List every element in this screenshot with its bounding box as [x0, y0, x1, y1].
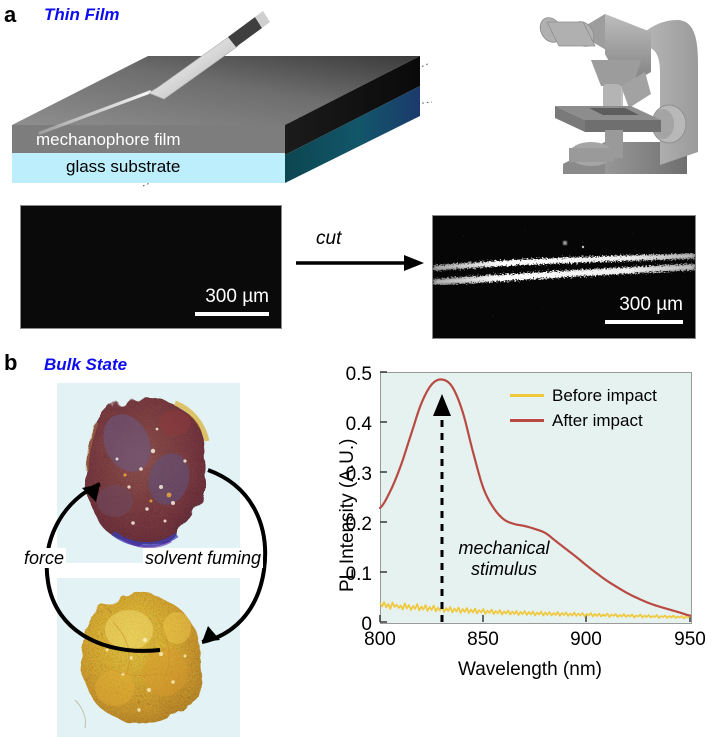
series-after-impact-line: [378, 378, 692, 617]
x-axis-title: Wavelength (nm): [458, 659, 602, 680]
bulk-photo-after-fuming: [57, 578, 240, 737]
micrograph-before-cut-content: [21, 206, 281, 328]
micrograph-after-cut-content: [433, 216, 695, 338]
scale-bar-line: [605, 320, 683, 324]
cycle-label-force: force: [22, 548, 67, 568]
substrate-layer: [12, 153, 285, 183]
legend-swatch-before-impact: [510, 394, 544, 397]
y-axis-ticks: [380, 371, 387, 623]
cycle-label-solvent-fuming: solvent fuming: [143, 548, 264, 568]
microscope-icon: [539, 14, 698, 174]
x-tick-label-2: 900: [570, 629, 602, 650]
scalpel-blade-icon: [148, 11, 270, 100]
thin-film-schematic-svg: [12, 11, 433, 187]
y-tick-label-0: 0: [361, 614, 372, 635]
slab-right-blue-face: [285, 86, 420, 183]
panel-b-letter: b: [4, 350, 18, 375]
substrate-label: glass substrate: [66, 157, 181, 176]
legend-label-after-impact: After impact: [552, 411, 643, 430]
pl-spectrum-chart: 0 0.1 0.2 0.3 0.4 0.5 800 850 900 950 Wa…: [320, 360, 712, 737]
slab-right-dark-face: [285, 56, 420, 155]
scale-bar-label: 300 µm: [205, 286, 269, 307]
panel-a-title: Thin Film: [44, 5, 120, 24]
cut-arrow: [296, 252, 424, 279]
y-tick-label-4: 0.4: [345, 414, 372, 435]
film-label: mechanophore film: [36, 130, 181, 149]
mechanical-stimulus-annotation: mechanical stimulus: [424, 538, 584, 579]
y-tick-label-5: 0.5: [345, 364, 372, 385]
annotation-line-2: stimulus: [470, 558, 537, 579]
film-layer: [12, 125, 285, 153]
legend-swatch-after-impact: [510, 419, 544, 422]
bulk-state-cycle-arrows: [8, 418, 308, 683]
x-tick-label-0: 800: [364, 629, 396, 650]
y-tick-label-1: 0.1: [345, 564, 372, 585]
bulk-photo-after-force-content: [57, 383, 240, 563]
cut-label: cut: [316, 228, 342, 249]
x-tick-label-1: 850: [467, 629, 499, 650]
cut-scratch-line: [38, 90, 152, 135]
panel-a-letter: a: [4, 2, 17, 27]
micrograph-after-cut: 300 µm: [432, 215, 696, 339]
mechanical-stimulus-arrow: [433, 394, 451, 622]
slab-top-face: [12, 56, 420, 125]
plot-svg: [378, 371, 692, 623]
micrograph-before-cut: 300 µm: [20, 205, 282, 329]
cycle-arrows-icon: [44, 468, 267, 653]
x-tick-label-3: 950: [674, 629, 706, 650]
thin-film-schematic: mechanophore film glass substrate: [0, 0, 440, 205]
y-axis-title: PL Intensity (A.U.): [337, 438, 358, 592]
series-before-impact-line: [379, 601, 691, 620]
annotation-line-1: mechanical: [458, 538, 550, 558]
scale-bar-line: [195, 312, 269, 316]
legend-label-before-impact: Before impact: [552, 386, 657, 405]
y-tick-label-3: 0.3: [345, 464, 372, 485]
cut-arrow-icon: [296, 255, 424, 271]
plot-area-background: [380, 372, 692, 624]
y-tick-label-2: 0.2: [345, 514, 372, 535]
scale-bar-label: 300 µm: [619, 294, 683, 315]
bulk-photo-after-fuming-content: [57, 578, 240, 737]
bulk-photo-after-force: [57, 383, 240, 563]
panel-b-title: Bulk State: [44, 355, 128, 374]
microscope-illustration: [455, 2, 705, 205]
